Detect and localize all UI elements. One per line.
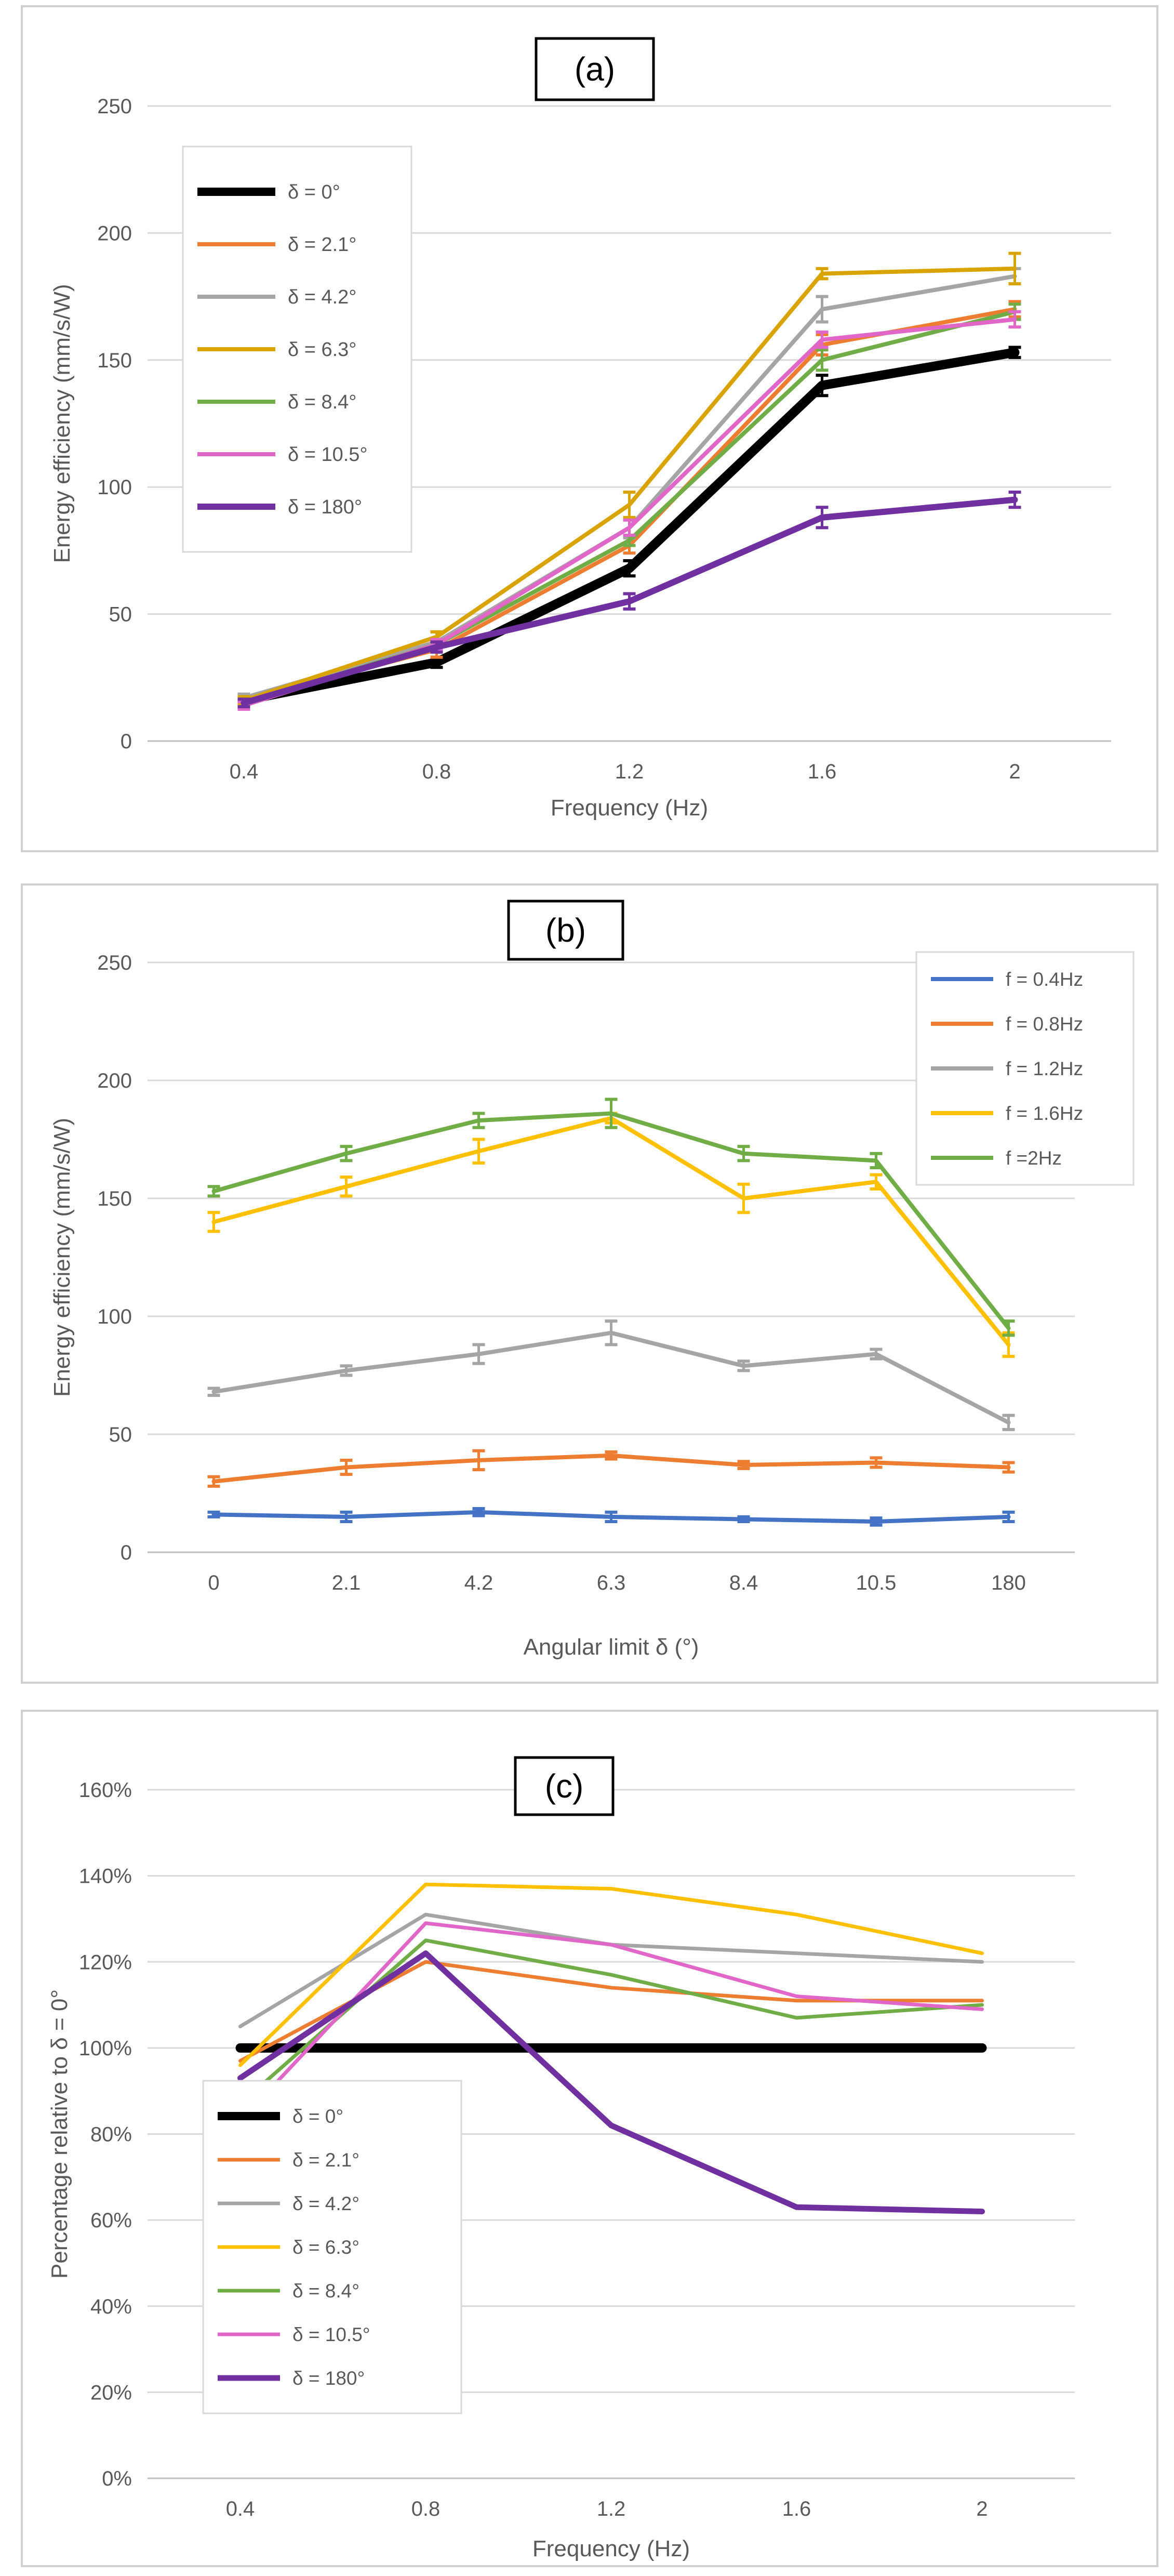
legend-label: δ = 8.4° xyxy=(292,2280,359,2302)
y-tick-label: 100% xyxy=(79,2037,132,2060)
series-line xyxy=(211,1116,1011,1347)
x-axis-title: Frequency (Hz) xyxy=(551,795,708,821)
y-tick-label: 40% xyxy=(90,2295,132,2318)
y-tick-label: 120% xyxy=(79,1951,132,1974)
x-tick-label: 0.4 xyxy=(230,760,259,783)
chart-a: 0 50 100 150 200 250 0.4 0.8 1.2 1.6 2 Frequency (H… xyxy=(49,37,1111,821)
legend-label: δ = 2.1° xyxy=(288,234,356,256)
series-line xyxy=(238,1921,984,2123)
x-tick-label: 2 xyxy=(976,2498,988,2520)
y-tick-label: 0 xyxy=(121,730,132,753)
x-tick-label: 1.2 xyxy=(615,760,644,783)
legend-label: δ = 4.2° xyxy=(292,2193,359,2214)
x-axis-title: Frequency (Hz) xyxy=(532,2536,690,2561)
x-tick-label: 8.4 xyxy=(729,1571,758,1594)
series-line xyxy=(237,1950,985,2215)
x-tick-label: 180 xyxy=(991,1571,1026,1594)
legend-label: δ = 2.1° xyxy=(292,2149,359,2171)
y-tick-label: 80% xyxy=(90,2123,132,2146)
panel-label: (c) xyxy=(545,1767,584,1805)
x-axis-title: Angular limit δ (°) xyxy=(524,1634,699,1660)
x-tick-label: 4.2 xyxy=(464,1571,493,1594)
panel-label: (b) xyxy=(545,911,586,949)
legend-label: f = 1.6Hz xyxy=(1006,1103,1083,1124)
x-tick-label: 0.4 xyxy=(226,2498,255,2520)
chart-b: 0 50 100 150 200 250 0 2.1 4.2 6.3 8.4 10.5 180 Angul… xyxy=(49,900,1135,1660)
legend-label: δ = 180° xyxy=(292,2368,365,2389)
x-tick-label: 0 xyxy=(208,1571,219,1594)
legend-label: δ = 6.3° xyxy=(292,2237,359,2258)
panel-c: 0% 20% 40% 60% 80% 100% 120% 140% 160% 0.4 0.8 1.2 1… xyxy=(21,1710,1158,2567)
panel-a: 0 50 100 150 200 250 0.4 0.8 1.2 1.6 2 Frequency (H… xyxy=(21,5,1158,852)
y-tick-label: 50 xyxy=(109,1423,132,1446)
x-tick-label: 2.1 xyxy=(332,1571,361,1594)
y-tick-label: 200 xyxy=(97,1069,132,1092)
x-tick-label: 2 xyxy=(1009,760,1020,783)
y-tick-label: 100 xyxy=(97,476,132,499)
panel-label-box xyxy=(514,1756,615,1816)
chart-c: 0% 20% 40% 60% 80% 100% 120% 140% 160% 0.4 0.8 1.2 1… xyxy=(47,1756,1075,2561)
legend-label: δ = 0° xyxy=(292,2106,343,2127)
series-line xyxy=(211,1330,1011,1425)
legend-label: δ = 180° xyxy=(288,496,362,518)
series-line xyxy=(238,1938,984,2106)
legend-label: δ = 0° xyxy=(288,181,340,203)
y-tick-label: 50 xyxy=(109,603,132,626)
y-tick-label: 0% xyxy=(102,2467,132,2490)
x-tick-label: 10.5 xyxy=(856,1571,897,1594)
panel-label-box xyxy=(535,37,655,101)
panel-label: (a) xyxy=(575,50,615,88)
x-tick-label: 1.6 xyxy=(808,760,837,783)
y-tick-label: 150 xyxy=(97,349,132,372)
legend-label: δ = 10.5° xyxy=(288,444,368,466)
legend-label: f =2Hz xyxy=(1006,1147,1062,1169)
series-line xyxy=(238,1882,984,2067)
x-tick-label: 0.8 xyxy=(422,760,451,783)
legend-label: f = 0.4Hz xyxy=(1006,969,1083,990)
panel-b: 0 50 100 150 200 250 0 2.1 4.2 6.3 8.4 10.5 180 Angul… xyxy=(21,883,1158,1684)
legend-label: f = 1.2Hz xyxy=(1006,1058,1083,1079)
y-tick-label: 250 xyxy=(97,952,132,974)
series-line xyxy=(211,1111,1011,1330)
y-tick-label: 140% xyxy=(79,1865,132,1888)
y-tick-label: 0 xyxy=(121,1541,132,1564)
legend-label: δ = 8.4° xyxy=(288,391,356,413)
y-tick-label: 250 xyxy=(97,95,132,118)
y-tick-label: 20% xyxy=(90,2381,132,2404)
legend-label: f = 0.8Hz xyxy=(1006,1013,1083,1035)
y-tick-label: 200 xyxy=(97,222,132,245)
legend-label: δ = 4.2° xyxy=(288,286,356,308)
y-tick-label: 160% xyxy=(79,1779,132,1802)
y-tick-label: 60% xyxy=(90,2209,132,2232)
x-tick-label: 1.2 xyxy=(597,2498,626,2520)
panel-label-box xyxy=(507,900,624,961)
y-tick-label: 150 xyxy=(97,1187,132,1210)
y-axis-title: Energy efficiency (mm/s/W) xyxy=(49,1118,75,1397)
y-tick-label: 100 xyxy=(97,1305,132,1328)
x-tick-label: 6.3 xyxy=(597,1571,626,1594)
x-tick-label: 1.6 xyxy=(782,2498,811,2520)
legend-label: δ = 6.3° xyxy=(288,339,356,361)
x-tick-label: 0.8 xyxy=(411,2498,441,2520)
y-axis-title: Energy efficiency (mm/s/W) xyxy=(49,284,75,563)
y-axis-title: Percentage relative to δ = 0° xyxy=(47,1989,72,2279)
legend-label: δ = 10.5° xyxy=(292,2324,370,2345)
